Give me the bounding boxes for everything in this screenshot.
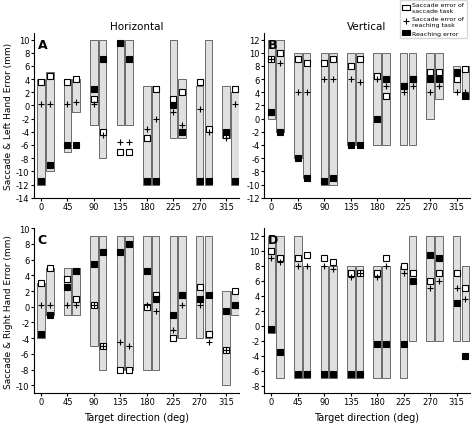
Bar [276, 40, 284, 132]
Bar [356, 266, 364, 378]
Bar [347, 54, 355, 146]
Bar [400, 266, 408, 378]
Bar [152, 86, 159, 185]
Y-axis label: Saccade & Left Hand Error (mm): Saccade & Left Hand Error (mm) [4, 43, 13, 190]
Bar [453, 67, 460, 93]
Bar [427, 236, 434, 341]
Bar [178, 236, 186, 338]
Bar [383, 266, 390, 378]
Y-axis label: Saccade & Right Hand Error (mm): Saccade & Right Hand Error (mm) [4, 234, 13, 388]
Bar [435, 54, 443, 100]
Bar [196, 236, 203, 338]
Bar [320, 266, 328, 378]
Bar [196, 86, 203, 185]
Bar [409, 54, 416, 146]
Bar [46, 73, 54, 172]
Bar [99, 40, 107, 159]
Bar [268, 236, 275, 334]
Bar [117, 236, 124, 370]
Title: Horizontal: Horizontal [110, 22, 163, 32]
Bar [462, 67, 469, 100]
Bar [205, 40, 212, 185]
Bar [152, 236, 159, 370]
Bar [73, 268, 80, 315]
Title: Vertical: Vertical [347, 22, 387, 32]
Bar [37, 80, 45, 185]
Bar [126, 40, 133, 126]
Text: B: B [268, 39, 278, 52]
Bar [170, 40, 177, 139]
Bar [64, 80, 71, 152]
Bar [276, 236, 284, 378]
Bar [329, 54, 337, 185]
Bar [453, 236, 460, 341]
Bar [303, 266, 310, 378]
Bar [64, 268, 71, 315]
Bar [231, 291, 239, 315]
Bar [427, 54, 434, 119]
Bar [320, 54, 328, 185]
Bar [268, 40, 275, 119]
Bar [303, 54, 310, 178]
Bar [117, 40, 124, 126]
Bar [383, 54, 390, 146]
Text: A: A [38, 39, 47, 52]
Bar [170, 236, 177, 338]
Bar [294, 54, 301, 159]
Bar [435, 236, 443, 341]
Text: C: C [38, 234, 47, 247]
Bar [409, 236, 416, 341]
Bar [329, 266, 337, 378]
Bar [462, 266, 469, 341]
Bar [99, 236, 107, 370]
Bar [222, 86, 230, 139]
Bar [231, 93, 239, 185]
Bar [37, 284, 45, 338]
Bar [356, 54, 364, 146]
Bar [178, 80, 186, 139]
Legend: Saccade error of
saccade task, Saccade error of
reaching task, Reaching error: Saccade error of saccade task, Saccade e… [400, 1, 467, 39]
Bar [347, 266, 355, 378]
X-axis label: Target direction (deg): Target direction (deg) [314, 412, 419, 422]
Bar [294, 236, 301, 378]
Text: D: D [268, 234, 278, 247]
Bar [222, 291, 230, 386]
Bar [143, 86, 151, 185]
X-axis label: Target direction (deg): Target direction (deg) [84, 412, 189, 422]
Bar [73, 80, 80, 113]
Bar [374, 266, 381, 378]
Bar [46, 268, 54, 315]
Bar [126, 236, 133, 370]
Bar [374, 54, 381, 146]
Bar [90, 40, 98, 126]
Bar [205, 236, 212, 338]
Bar [400, 54, 408, 146]
Bar [143, 236, 151, 370]
Bar [90, 236, 98, 346]
